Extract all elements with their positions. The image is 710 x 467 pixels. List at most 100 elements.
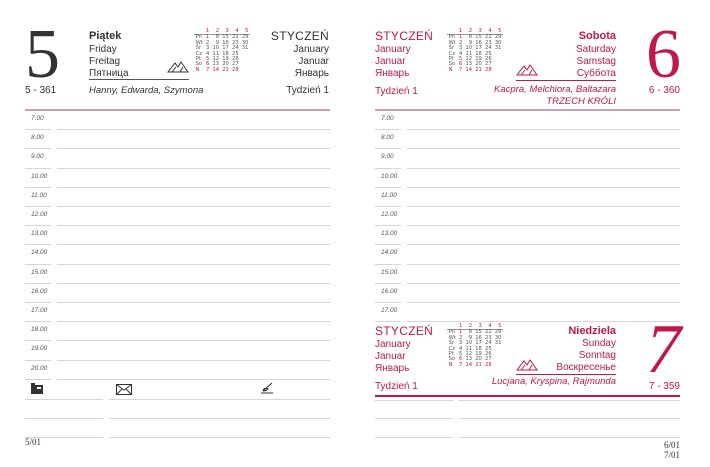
note-line[interactable] xyxy=(253,399,330,400)
note-line[interactable] xyxy=(109,437,263,438)
hour-line[interactable] xyxy=(57,129,330,131)
note-line[interactable] xyxy=(375,418,453,419)
weekday-label: So xyxy=(195,61,203,68)
calendar-date: 8 xyxy=(215,34,220,41)
day-name-de: Sonntag xyxy=(578,350,616,361)
divider xyxy=(89,79,189,80)
calendar-date: 13 xyxy=(212,61,220,68)
day-name-de: Samstag xyxy=(576,56,616,67)
calendar-date: 25 xyxy=(485,50,492,57)
day-name-ru: Пятница xyxy=(89,68,129,79)
calendar-date: 27 xyxy=(232,61,239,68)
day-of-year: 6 - 360 xyxy=(648,85,680,96)
hour-line[interactable] xyxy=(407,321,680,323)
note-line[interactable] xyxy=(109,399,263,400)
hour-label: 19.00 xyxy=(31,345,48,353)
hour-line[interactable] xyxy=(57,225,330,227)
hour-line[interactable] xyxy=(407,263,680,265)
hour-line[interactable] xyxy=(57,359,330,361)
hour-line[interactable] xyxy=(407,206,680,207)
hour-line[interactable] xyxy=(57,167,330,169)
weekday-label: So xyxy=(448,356,456,363)
hour-label: 15.00 xyxy=(31,268,48,276)
note-line[interactable] xyxy=(375,400,453,401)
note-line[interactable] xyxy=(603,437,680,438)
calendar-date: 30 xyxy=(494,39,502,46)
hour-line[interactable] xyxy=(407,148,680,150)
weekday-label: So xyxy=(448,61,456,68)
calendar-row: N 7 14 21 28 xyxy=(194,66,250,73)
week-header: 2 xyxy=(463,323,474,331)
month-en: January xyxy=(375,339,411,350)
hour-divider xyxy=(25,225,51,227)
calendar-date: 3 xyxy=(458,45,463,52)
calendar-row: Wt 2 9 16 23 30 xyxy=(194,39,250,46)
hour-line[interactable] xyxy=(57,378,330,380)
calendar-date: 30 xyxy=(241,39,249,46)
calendar-date: 15 xyxy=(475,329,482,336)
calendar-date: 30 xyxy=(494,334,502,341)
note-line[interactable] xyxy=(459,437,613,438)
hour-line[interactable] xyxy=(407,186,680,188)
week-number: Tydzień 1 xyxy=(286,85,329,96)
calendar-date: 9 xyxy=(468,39,473,46)
divider xyxy=(516,374,616,375)
note-line[interactable] xyxy=(375,437,453,438)
hour-label: 15.00 xyxy=(381,268,398,276)
hour-line[interactable] xyxy=(57,302,330,303)
hour-label: 11.00 xyxy=(31,191,47,199)
mountain-icon xyxy=(516,64,538,76)
hour-label: 10.00 xyxy=(31,172,48,180)
calendar-date: 7 xyxy=(205,66,210,73)
week-header: 3 xyxy=(473,28,484,36)
calendar-date: 16 xyxy=(475,39,482,46)
note-line[interactable] xyxy=(253,437,330,438)
name-days: Lucjana, Kryspina, Rajmunda xyxy=(491,376,616,387)
hour-divider xyxy=(375,244,401,246)
hour-line[interactable] xyxy=(57,282,330,284)
calendar-date: 28 xyxy=(485,66,492,73)
calendar-date: 26 xyxy=(232,56,239,63)
note-line[interactable] xyxy=(25,399,103,400)
note-line[interactable] xyxy=(603,400,680,401)
calendar-date: 15 xyxy=(475,34,482,41)
hour-line[interactable] xyxy=(57,186,330,188)
hour-label: 9.00 xyxy=(31,153,44,161)
hour-line[interactable] xyxy=(57,244,330,246)
note-line[interactable] xyxy=(253,418,330,419)
calendar-date: 23 xyxy=(232,39,239,46)
calendar-date: 8 xyxy=(468,329,473,336)
hour-line[interactable] xyxy=(407,244,680,246)
hour-line[interactable] xyxy=(407,129,680,131)
calendar-date: 29 xyxy=(494,329,502,336)
name-days: Hanny, Edwarda, Szymona xyxy=(89,85,204,96)
hour-line[interactable] xyxy=(57,321,330,323)
calendar-date: 12 xyxy=(212,56,220,63)
note-line[interactable] xyxy=(25,437,103,438)
hour-line[interactable] xyxy=(407,282,680,284)
hour-line[interactable] xyxy=(407,302,680,303)
weekday-label: Wt xyxy=(448,334,456,341)
hour-line[interactable] xyxy=(407,167,680,169)
weekday-label: Śr xyxy=(448,45,455,52)
hour-line[interactable] xyxy=(57,148,330,150)
hour-line[interactable] xyxy=(57,340,330,342)
note-line[interactable] xyxy=(459,400,613,401)
hour-line[interactable] xyxy=(57,263,330,265)
calendar-date: 4 xyxy=(458,50,463,57)
note-line[interactable] xyxy=(109,418,263,419)
hour-label: 14.00 xyxy=(381,249,398,257)
day-name-en: Friday xyxy=(89,44,117,55)
note-line[interactable] xyxy=(603,418,680,419)
mini-calendar: 1 2 3 4 5 Pn 1 8 15 22 29 Wt 2 9 16 23 30 Śr 3 10 17 24 31 Cz 4 1… xyxy=(194,28,251,73)
note-line[interactable] xyxy=(25,418,103,419)
hour-line[interactable] xyxy=(57,206,330,207)
calendar-date: 1 xyxy=(458,329,463,336)
week-header: 5 xyxy=(240,28,251,36)
hour-line[interactable] xyxy=(407,225,680,227)
note-line[interactable] xyxy=(459,418,613,419)
week-header: 4 xyxy=(483,28,494,36)
weekday-label: Pn xyxy=(195,34,202,41)
month-en: January xyxy=(293,44,329,55)
calendar-date: 11 xyxy=(465,50,473,57)
